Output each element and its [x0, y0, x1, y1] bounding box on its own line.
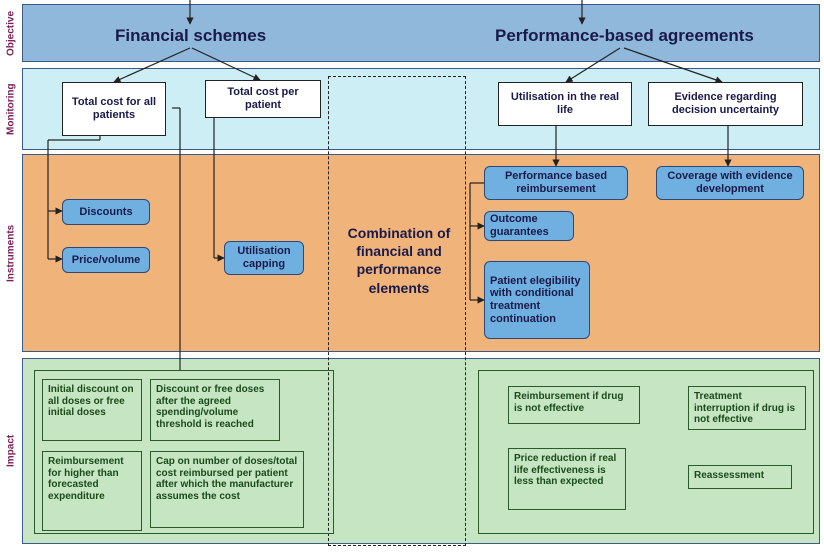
impact-b1: Initial discount on all doses or free in… [42, 379, 142, 441]
impact-b8: Reassessment [688, 465, 792, 489]
instr-outcome: Outcome guarantees [484, 211, 574, 241]
instr-discounts: Discounts [62, 199, 150, 225]
box-total-cost-per: Total cost per patient [205, 80, 321, 118]
instr-util-cap: Utilisation capping [224, 241, 304, 275]
impact-b2: Discount or free doses after the agreed … [150, 379, 280, 441]
box-evidence: Evidence regarding decision uncertainty [648, 82, 803, 126]
impact-b4: Cap on number of doses/total cost reimbu… [150, 451, 304, 528]
impact-b7: Price reduction if real life effectivene… [508, 448, 626, 510]
label-instruments: Instruments [2, 154, 20, 352]
impact-b3: Reimbursement for higher than forecasted… [42, 451, 142, 531]
instr-coverage: Coverage with evidence development [656, 166, 804, 200]
instr-price-volume: Price/volume [62, 247, 150, 273]
impact-b5: Reimbursement if drug is not effective [508, 386, 640, 424]
dashed-frame [328, 76, 466, 546]
instr-patient-elig: Patient elegibility with conditional tre… [484, 261, 590, 339]
instr-perf-reimb: Performance based reimbursement [484, 166, 628, 200]
heading-performance: Performance-based agreements [495, 26, 754, 46]
impact-b6: Treatment interruption if drug is not ef… [688, 386, 806, 430]
box-utilisation: Utilisation in the real life [498, 82, 632, 126]
label-impact: Impact [2, 358, 20, 544]
label-monitoring: Monitoring [2, 68, 20, 150]
heading-financial: Financial schemes [115, 26, 266, 46]
box-total-cost-all: Total cost for all patients [62, 82, 166, 136]
label-objective: Objective [2, 4, 20, 62]
